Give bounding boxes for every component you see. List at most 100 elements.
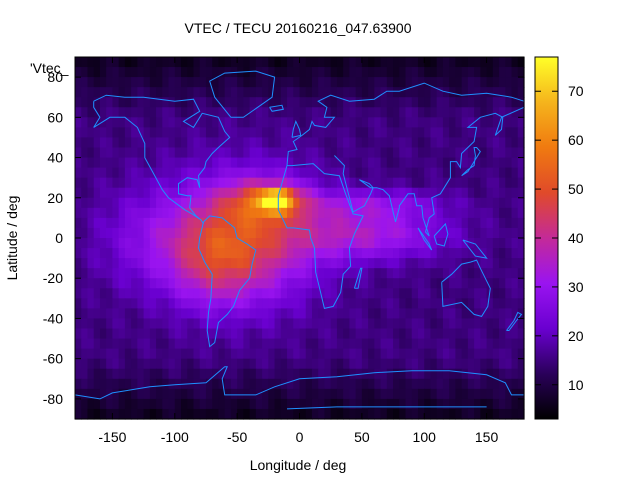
heatmap-cell [162, 278, 170, 289]
heatmap-cell [455, 408, 463, 420]
heatmap-cell [361, 147, 369, 159]
heatmap-cell [449, 167, 457, 179]
heatmap-cell [187, 268, 195, 279]
heatmap-cell [318, 117, 326, 128]
heatmap-cell [417, 338, 425, 350]
heatmap-cell [386, 378, 394, 390]
heatmap-cell [287, 177, 294, 189]
heatmap-cell [492, 147, 500, 159]
heatmap-cell [168, 258, 176, 269]
heatmap-cell [492, 67, 500, 78]
heatmap-cell [480, 187, 488, 199]
heatmap-cell [499, 177, 506, 189]
heatmap-cell [361, 398, 369, 410]
heatmap-cell [399, 308, 407, 320]
heatmap-cell [181, 197, 188, 209]
heatmap-cell [168, 338, 176, 350]
heatmap-cell [268, 217, 276, 229]
heatmap-cell [87, 177, 95, 189]
heatmap-cell [368, 368, 375, 380]
heatmap-cell [480, 87, 488, 98]
heatmap-cell [461, 187, 469, 199]
heatmap-cell [181, 398, 188, 410]
heatmap-cell [336, 197, 344, 209]
heatmap-cell [143, 67, 151, 78]
heatmap-cell [305, 187, 313, 199]
heatmap-cell [393, 147, 400, 159]
heatmap-cell [486, 77, 494, 88]
heatmap-cell [199, 258, 207, 269]
heatmap-cell [324, 67, 332, 78]
heatmap-cell [430, 278, 438, 289]
heatmap-cell [249, 298, 257, 309]
heatmap-cell [181, 288, 188, 299]
heatmap-cell [492, 117, 500, 128]
heatmap-cell [349, 268, 357, 279]
heatmap-cell [311, 308, 319, 320]
heatmap-cell [517, 408, 525, 420]
heatmap-cell [486, 227, 494, 239]
heatmap-cell [87, 398, 95, 410]
heatmap-cell [299, 268, 307, 279]
heatmap-cell [305, 107, 313, 118]
heatmap-cell [417, 67, 425, 78]
heatmap-cell [118, 77, 126, 88]
heatmap-cell [93, 348, 101, 360]
heatmap-cell [305, 248, 313, 259]
heatmap-cell [224, 197, 232, 209]
heatmap-cell [505, 268, 513, 279]
heatmap-cell [299, 318, 307, 330]
heatmap-cell [461, 268, 469, 279]
heatmap-cell [417, 97, 425, 108]
heatmap-cell [81, 318, 89, 330]
heatmap-cell [162, 358, 170, 370]
heatmap-cell [318, 227, 326, 239]
heatmap-cell [324, 177, 332, 189]
heatmap-cell [517, 298, 525, 309]
heatmap-cell [399, 408, 407, 420]
heatmap-cell [361, 358, 369, 370]
heatmap-cell [455, 378, 463, 390]
heatmap-cell [349, 77, 357, 88]
heatmap-cell [324, 157, 332, 169]
heatmap-cell [349, 308, 357, 320]
heatmap-cell [106, 117, 114, 128]
heatmap-cell [299, 197, 307, 209]
heatmap-cell [336, 388, 344, 400]
heatmap-cell [131, 187, 138, 199]
heatmap-cell [280, 177, 288, 189]
heatmap-cell [474, 157, 481, 169]
heatmap-cell [349, 258, 357, 269]
heatmap-cell [137, 187, 145, 199]
heatmap-cell [474, 298, 481, 309]
heatmap-cell [218, 358, 226, 370]
heatmap-cell [461, 358, 469, 370]
heatmap-cell [430, 338, 438, 350]
heatmap-cell [368, 288, 375, 299]
heatmap-cell [162, 67, 170, 78]
heatmap-cell [480, 268, 488, 279]
heatmap-cell [355, 167, 363, 179]
heatmap-cell [205, 117, 213, 128]
heatmap-cell [75, 238, 82, 249]
heatmap-cell [517, 288, 525, 299]
heatmap-cell [156, 288, 163, 299]
heatmap-cell [268, 207, 276, 219]
heatmap-cell [237, 308, 244, 320]
heatmap-cell [349, 67, 357, 78]
heatmap-cell [181, 87, 188, 98]
heatmap-cell [293, 378, 301, 390]
heatmap-cell [386, 308, 394, 320]
heatmap-cell [93, 258, 101, 269]
heatmap-cell [168, 308, 176, 320]
heatmap-cell [243, 67, 251, 78]
heatmap-cell [274, 258, 282, 269]
heatmap-cell [299, 137, 307, 149]
heatmap-cell [424, 187, 432, 199]
heatmap-cell [249, 117, 257, 128]
heatmap-cell [87, 137, 95, 149]
heatmap-cell [156, 77, 163, 88]
heatmap-cell [131, 378, 138, 390]
heatmap-cell [243, 207, 251, 219]
heatmap-cell [174, 127, 182, 139]
